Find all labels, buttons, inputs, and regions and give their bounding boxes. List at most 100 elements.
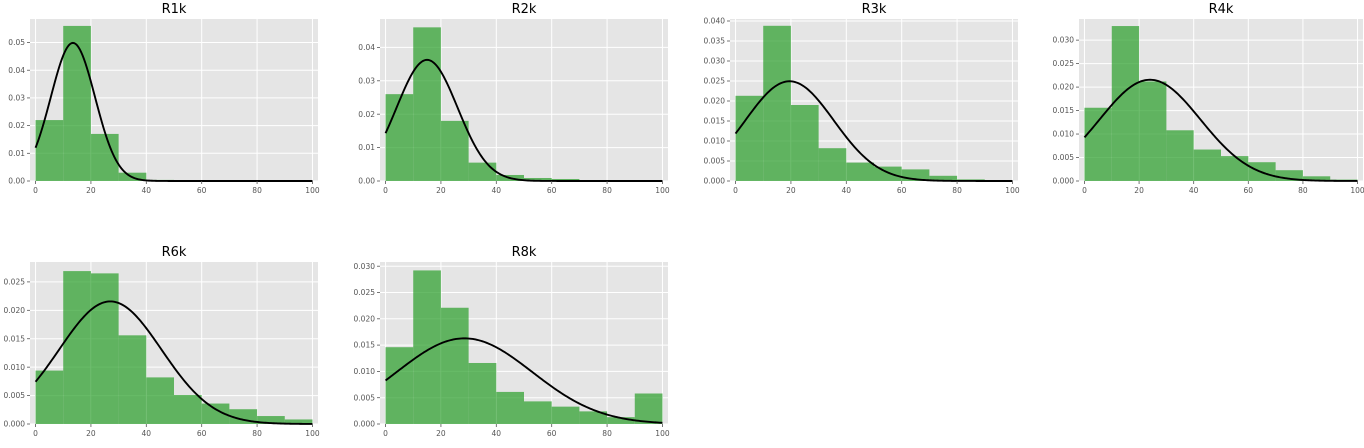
x-tick-label: 60 — [897, 186, 907, 195]
y-tick-label: 0.005 — [1053, 153, 1075, 162]
histogram-bar — [440, 120, 469, 181]
x-tick-label: 80 — [252, 186, 262, 195]
histogram-bar — [579, 411, 608, 424]
chart-panel-5: 0 20 40 60 80 100 0.000 0.005 0.010 0.015 0.020 0.0… — [354, 245, 670, 438]
histogram-bar — [174, 395, 202, 424]
fit-curve — [734, 80, 1013, 182]
fit-curve — [1083, 78, 1358, 182]
chart-title: R4k — [1209, 2, 1234, 17]
histogram-bar — [551, 178, 580, 181]
y-tick-label: 0.025 — [704, 77, 726, 86]
y-tick-label: 0.010 — [4, 363, 26, 372]
y-tick-label: 0.010 — [354, 367, 376, 376]
histogram-bar — [468, 162, 497, 181]
y-tick-label: 0.01 — [358, 143, 375, 152]
x-tick-label: 40 — [492, 186, 502, 195]
x-tick-label: 20 — [786, 186, 796, 195]
x-tick-label: 100 — [655, 429, 670, 438]
x-tick-label: 100 — [1350, 186, 1364, 195]
x-tick-label: 40 — [842, 186, 852, 195]
histogram-bar — [63, 25, 91, 181]
x-tick-label: 80 — [952, 186, 962, 195]
histogram-bar — [790, 105, 819, 181]
histogram-bar — [551, 406, 580, 424]
y-tick-label: 0.020 — [1053, 83, 1075, 92]
x-tick-label: 80 — [1298, 186, 1308, 195]
fit-curve — [384, 337, 663, 424]
x-tick-label: 20 — [1134, 186, 1144, 195]
x-tick-label: 100 — [655, 186, 670, 195]
histogram-bar — [874, 166, 902, 181]
y-tick-label: 0.05 — [8, 38, 25, 47]
histogram-bar — [763, 25, 791, 181]
histogram-bar — [735, 95, 764, 181]
x-tick-label: 0 — [1082, 186, 1087, 195]
y-tick-label: 0.005 — [4, 391, 26, 400]
x-tick-label: 60 — [197, 429, 207, 438]
chart-title: R1k — [162, 2, 187, 17]
histogram-bar — [146, 377, 174, 424]
histogram-bar — [440, 307, 469, 424]
chart-title: R2k — [512, 2, 537, 17]
y-tick-label: 0.010 — [1053, 130, 1075, 139]
x-tick-label: 40 — [1189, 186, 1199, 195]
y-tick-label: 0.000 — [704, 177, 726, 186]
histogram-bar — [1139, 81, 1167, 181]
y-tick-label: 0.015 — [1053, 106, 1075, 115]
x-tick-label: 40 — [492, 429, 502, 438]
x-tick-label: 100 — [305, 186, 320, 195]
histogram-bar — [1302, 176, 1331, 181]
x-tick-label: 40 — [142, 429, 152, 438]
x-tick-label: 0 — [33, 186, 38, 195]
x-tick-label: 20 — [86, 186, 96, 195]
chart-panel-4: 0 20 40 60 80 100 0.000 0.005 0.010 0.015 0.020 0.0… — [4, 245, 320, 438]
histogram-bar — [929, 175, 958, 181]
y-tick-label: 0.02 — [8, 121, 25, 130]
y-tick-label: 0.02 — [358, 110, 375, 119]
histogram-bar — [634, 393, 663, 424]
histogram-bar — [818, 148, 847, 181]
histogram-bar — [1275, 170, 1303, 181]
x-tick-label: 20 — [436, 186, 446, 195]
y-tick-label: 0.000 — [1053, 177, 1075, 186]
histogram-bar — [284, 419, 313, 424]
histogram-bar — [524, 177, 552, 181]
y-tick-label: 0.000 — [354, 420, 376, 429]
x-tick-label: 40 — [142, 186, 152, 195]
fit-curve — [34, 41, 313, 182]
chart-title: R3k — [862, 2, 887, 17]
x-tick-label: 0 — [33, 429, 38, 438]
y-tick-label: 0.015 — [4, 334, 26, 343]
histogram-bar — [35, 120, 64, 181]
histogram-bar — [35, 370, 64, 424]
x-tick-label: 20 — [436, 429, 446, 438]
y-tick-label: 0.010 — [704, 137, 726, 146]
y-tick-label: 0.04 — [358, 43, 375, 52]
chart-panel-3: 0 20 40 60 80 100 0.000 0.005 0.010 0.015 0.020 0.0… — [1053, 2, 1364, 195]
y-tick-label: 0.035 — [704, 37, 726, 46]
histogram-bar — [201, 403, 230, 424]
histogram-bar — [607, 417, 635, 424]
y-tick-label: 0.020 — [4, 306, 26, 315]
y-tick-label: 0.030 — [354, 262, 376, 271]
y-tick-label: 0.005 — [354, 393, 376, 402]
histogram-bar — [1111, 26, 1140, 182]
histogram-bar — [257, 416, 285, 424]
histogram-bar — [1193, 149, 1221, 181]
chart-panel-0: 0 20 40 60 80 100 0.00 0.01 0.02 0.03 0.04 0.05 R1k — [8, 2, 320, 195]
y-tick-label: 0.04 — [8, 66, 25, 75]
y-tick-label: 0.00 — [358, 177, 375, 186]
chart-title: R6k — [162, 245, 187, 260]
y-tick-label: 0.020 — [354, 314, 376, 323]
y-tick-label: 0.005 — [704, 157, 726, 166]
x-tick-label: 20 — [86, 429, 96, 438]
y-tick-label: 0.015 — [354, 341, 376, 350]
histogram-bar — [468, 362, 497, 424]
x-tick-label: 80 — [602, 429, 612, 438]
chart-panel-1: 0 20 40 60 80 100 0.00 0.01 0.02 0.03 0.04 R2k — [358, 2, 670, 195]
y-tick-label: 0.025 — [1053, 59, 1075, 68]
fit-curve — [384, 58, 663, 182]
x-tick-label: 0 — [383, 429, 388, 438]
histogram-bar — [496, 391, 524, 424]
histogram-bar — [90, 273, 119, 424]
